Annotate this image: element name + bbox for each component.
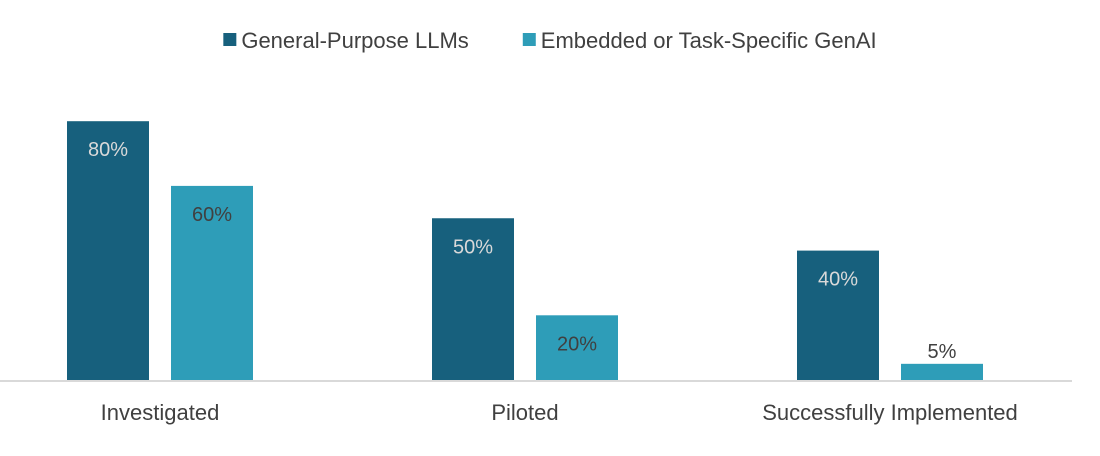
data-label-1-3: 40% [818, 269, 858, 291]
bar-2-3 [901, 363, 983, 380]
bar-1-1 [67, 121, 149, 380]
plot-area: 80% 60% 50% 20% 40% 5% [67, 121, 983, 380]
bar-1-2 [432, 218, 514, 380]
bar-2-2 [536, 315, 618, 380]
data-label-2-2: 20% [557, 333, 597, 355]
x-axis-tick-labels: Investigated Piloted Successfully Implemen… [101, 400, 1018, 425]
legend-item-2: Embedded or Task-Specific GenAI [522, 28, 877, 53]
data-label-1-1: 80% [88, 139, 128, 161]
x-tick-label: Piloted [491, 400, 558, 425]
data-label-1-2: 50% [453, 236, 493, 258]
legend-swatch [223, 33, 237, 46]
x-tick-label: Successfully Implemented [762, 400, 1018, 425]
legend-swatch [522, 33, 536, 46]
data-label-2-3: 5% [928, 341, 957, 363]
data-label-2-1: 60% [192, 204, 232, 226]
legend-item-1: General-Purpose LLMs [223, 28, 469, 53]
bar-1-3 [797, 250, 879, 380]
legend-label: General-Purpose LLMs [241, 28, 468, 53]
legend-label: Embedded or Task-Specific GenAI [541, 28, 877, 53]
x-tick-label: Investigated [101, 400, 220, 425]
legend: General-Purpose LLMs Embedded or Task-Spe… [223, 28, 877, 53]
bar-2-1 [171, 185, 253, 380]
